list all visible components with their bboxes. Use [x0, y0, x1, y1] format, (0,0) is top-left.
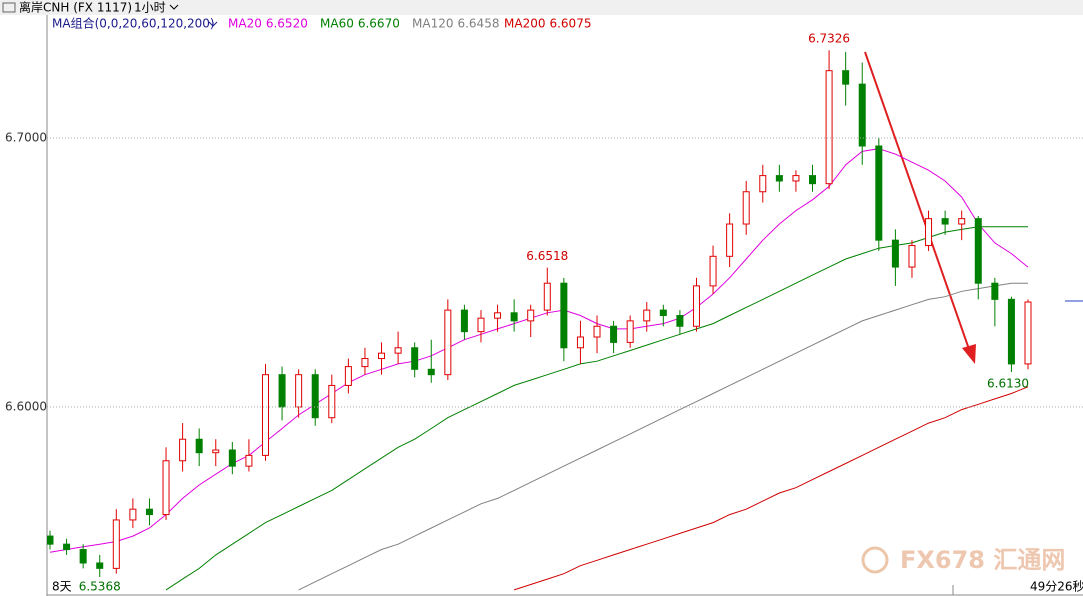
period[interactable]: 1小时: [134, 1, 166, 15]
candle-body: [261, 374, 269, 456]
candle-body: [875, 145, 883, 241]
candle-body: [941, 218, 949, 225]
legend-name: MA120: [412, 17, 453, 31]
candle-body: [79, 549, 87, 564]
candle-body: [792, 175, 800, 182]
candle-body: [427, 368, 435, 376]
period-arrow[interactable]: [169, 4, 179, 10]
y-tick-label: 6.6000: [5, 399, 47, 413]
high-label: 6.7326: [808, 32, 850, 46]
candle-body: [925, 218, 933, 247]
ma-line: [49, 148, 1029, 553]
candle-body: [245, 454, 253, 467]
legend-value: 6.6458: [457, 17, 499, 31]
candle-body: [112, 519, 120, 569]
legend-name: MA200: [504, 17, 545, 31]
ma-line: [298, 282, 1028, 591]
candle-body: [742, 191, 750, 225]
candle-body: [1024, 301, 1032, 365]
candle-body: [477, 317, 485, 333]
symbol: 离岸CNH (FX 1117): [19, 0, 132, 15]
trend-arrow: [864, 51, 971, 353]
ma-line: [165, 226, 1028, 591]
low-label: 6.6130: [987, 376, 1029, 390]
candle-body: [63, 543, 71, 551]
trend-arrowhead: [962, 344, 976, 364]
legend-name: MA60: [320, 17, 354, 31]
legend-title: MA组合(0,0,20,60,120,200): [52, 16, 215, 31]
candle-body: [809, 175, 817, 185]
candle-body: [626, 320, 634, 343]
legend-name: MA20: [228, 17, 262, 31]
candle-body: [278, 374, 286, 408]
legend-value: 6.6520: [266, 17, 308, 31]
candle-body: [659, 309, 667, 316]
candle-body: [96, 562, 104, 569]
candle-body: [494, 312, 502, 319]
candle-body: [891, 239, 899, 268]
candle-body: [974, 218, 982, 284]
y-tick-label: 6.7000: [5, 130, 47, 144]
candle-body: [212, 449, 220, 454]
candle-body: [593, 325, 601, 338]
candle-body: [47, 535, 54, 545]
candle-body: [344, 366, 352, 386]
candle-body: [411, 347, 419, 370]
legend-value: 6.6075: [549, 17, 591, 31]
candle-body: [510, 312, 518, 322]
candle-body: [908, 245, 916, 268]
candle-body: [129, 508, 137, 521]
candle-body: [444, 309, 452, 376]
candle-body: [676, 314, 684, 327]
ma-line: [513, 386, 1029, 591]
candle-body: [759, 175, 767, 193]
candle-body: [328, 384, 336, 419]
menu-icon[interactable]: [2, 2, 16, 13]
candle-body: [1007, 298, 1015, 365]
candle-body: [610, 325, 618, 343]
high-label: 6.6518: [526, 249, 568, 263]
candle-body: [527, 309, 535, 322]
candle-body: [692, 285, 700, 327]
candle-body: [643, 309, 651, 322]
candle-body: [394, 347, 402, 354]
candle-body: [858, 83, 866, 147]
candle-body: [361, 358, 369, 368]
candle-body: [295, 374, 303, 408]
plot-area: [47, 50, 1032, 591]
x-start-label: 8天: [52, 580, 72, 594]
candle-body: [195, 438, 203, 454]
candle-body: [709, 255, 717, 287]
candle-body: [228, 449, 236, 467]
candle-body: [576, 336, 584, 349]
watermark-logo: [861, 546, 889, 574]
low-label: 6.5368: [79, 580, 121, 594]
candle-body: [958, 218, 966, 225]
candle-body: [543, 282, 551, 311]
countdown: 49分26秒: [1030, 580, 1083, 594]
candle-body: [726, 223, 734, 257]
candle-body: [560, 282, 568, 349]
candle-body: [162, 460, 170, 516]
candle-body: [991, 282, 999, 300]
candle-body: [842, 70, 850, 85]
candle-body: [825, 70, 833, 185]
candle-body: [378, 352, 386, 360]
legend-arrow: [208, 21, 218, 27]
legend-value: 6.6670: [358, 17, 400, 31]
candle-body: [145, 508, 153, 516]
header-bar: [0, 0, 1083, 15]
candle-body: [775, 175, 783, 182]
candle-body: [179, 438, 187, 462]
candle-body: [311, 374, 319, 419]
candle-body: [460, 309, 468, 333]
watermark: FX678 汇通网: [900, 546, 1065, 574]
